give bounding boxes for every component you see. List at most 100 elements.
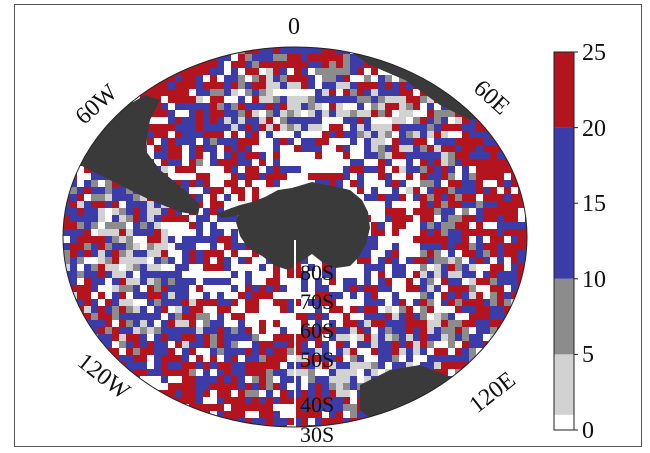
- map-cell: [455, 145, 462, 152]
- map-cell: [420, 320, 427, 327]
- map-cell: [434, 278, 441, 285]
- map-cell: [231, 355, 238, 362]
- map-cell: [301, 278, 308, 285]
- map-cell: [168, 82, 175, 89]
- map-cell: [91, 229, 98, 236]
- map-cell: [189, 187, 196, 194]
- map-cell: [483, 250, 490, 257]
- map-cell: [119, 292, 126, 299]
- map-cell: [336, 362, 343, 369]
- map-cell: [154, 369, 161, 376]
- map-cell: [119, 208, 126, 215]
- map-cell: [462, 285, 469, 292]
- map-cell: [238, 390, 245, 397]
- map-cell: [448, 257, 455, 264]
- map-cell: [168, 306, 175, 313]
- map-cell: [511, 250, 518, 257]
- map-cell: [154, 250, 161, 257]
- map-cell: [273, 362, 280, 369]
- map-cell: [189, 243, 196, 250]
- map-cell: [168, 278, 175, 285]
- map-cell: [357, 411, 364, 418]
- map-cell: [336, 334, 343, 341]
- map-cell: [238, 292, 245, 299]
- map-cell: [336, 320, 343, 327]
- map-cell: [168, 103, 175, 110]
- map-cell: [154, 285, 161, 292]
- map-cell: [406, 173, 413, 180]
- map-cell: [476, 159, 483, 166]
- map-cell: [413, 362, 420, 369]
- map-cell: [238, 264, 245, 271]
- map-cell: [483, 278, 490, 285]
- map-cell: [98, 187, 105, 194]
- map-cell: [476, 180, 483, 187]
- map-cell: [147, 208, 154, 215]
- map-cell: [147, 369, 154, 376]
- map-cell: [315, 257, 322, 264]
- map-cell: [189, 173, 196, 180]
- map-cell: [161, 208, 168, 215]
- map-cell: [84, 215, 91, 222]
- map-cell: [203, 383, 210, 390]
- map-cell: [77, 194, 84, 201]
- map-cell: [301, 313, 308, 320]
- map-cell: [217, 152, 224, 159]
- map-cell: [161, 299, 168, 306]
- map-cell: [217, 341, 224, 348]
- map-cell: [140, 271, 147, 278]
- map-cell: [448, 159, 455, 166]
- map-cell: [357, 278, 364, 285]
- map-cell: [343, 292, 350, 299]
- map-cell: [441, 320, 448, 327]
- map-cell: [196, 110, 203, 117]
- map-cell: [427, 250, 434, 257]
- map-cell: [231, 215, 238, 222]
- map-cell: [406, 285, 413, 292]
- map-cell: [364, 264, 371, 271]
- map-cell: [245, 75, 252, 82]
- map-cell: [91, 271, 98, 278]
- map-cell: [308, 166, 315, 173]
- map-cell: [189, 299, 196, 306]
- map-cell: [336, 110, 343, 117]
- map-cell: [84, 180, 91, 187]
- map-cell: [182, 383, 189, 390]
- map-cell: [329, 355, 336, 362]
- map-cell: [357, 131, 364, 138]
- map-cell: [357, 257, 364, 264]
- map-cell: [378, 222, 385, 229]
- map-cell: [140, 257, 147, 264]
- map-cell: [245, 418, 252, 425]
- map-cell: [168, 376, 175, 383]
- map-cell: [406, 292, 413, 299]
- map-cell: [175, 271, 182, 278]
- map-cell: [105, 187, 112, 194]
- map-cell: [490, 145, 497, 152]
- map-cell: [287, 397, 294, 404]
- map-cell: [161, 145, 168, 152]
- map-cell: [266, 103, 273, 110]
- map-cell: [182, 355, 189, 362]
- map-cell: [448, 145, 455, 152]
- map-cell: [315, 292, 322, 299]
- map-cell: [161, 320, 168, 327]
- map-cell: [350, 138, 357, 145]
- map-cell: [378, 68, 385, 75]
- map-cell: [420, 264, 427, 271]
- map-cell: [105, 271, 112, 278]
- map-cell: [406, 103, 413, 110]
- map-cell: [413, 285, 420, 292]
- map-cell: [252, 334, 259, 341]
- map-cell: [455, 250, 462, 257]
- map-cell: [406, 306, 413, 313]
- map-cell: [252, 369, 259, 376]
- map-cell: [399, 180, 406, 187]
- map-cell: [483, 152, 490, 159]
- map-cell: [469, 124, 476, 131]
- map-cell: [315, 131, 322, 138]
- map-cell: [350, 103, 357, 110]
- map-cell: [105, 208, 112, 215]
- map-cell: [266, 362, 273, 369]
- map-cell: [196, 194, 203, 201]
